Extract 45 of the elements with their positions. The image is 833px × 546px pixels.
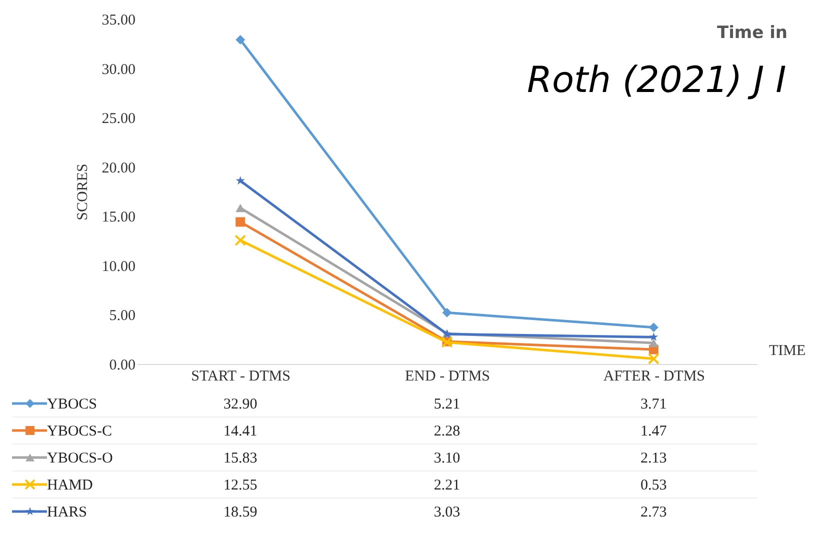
y-tick-label: 5.00 [109, 308, 136, 324]
data-label: 2.21 [434, 478, 460, 494]
data-label: 2.73 [640, 504, 667, 520]
x-tick-label: AFTER - DTMS [603, 368, 706, 384]
point [236, 34, 246, 44]
data-label: 3.03 [434, 504, 460, 520]
data-label: 18.59 [223, 504, 258, 520]
point [236, 217, 246, 227]
data-label: 14.41 [223, 424, 258, 440]
data-label: 0.53 [640, 478, 667, 494]
y-tick-label: 30.00 [102, 62, 136, 78]
y-tick-label: 10.00 [102, 258, 136, 275]
point [236, 176, 245, 185]
y-tick-label: 35.00 [102, 12, 136, 28]
data-label: 3.71 [640, 396, 667, 412]
legend-label: YBOCS-C [47, 424, 112, 440]
data-label: 15.83 [223, 450, 258, 466]
y-tick-label: 0.00 [109, 358, 136, 374]
point [442, 308, 452, 318]
legend-label: YBOCS [47, 396, 98, 412]
annotation: Roth (2021) J I [527, 60, 786, 101]
y-axis-title: SCORES [74, 164, 91, 220]
point [648, 322, 658, 332]
point [234, 234, 246, 246]
legend-label: HARS [47, 504, 88, 520]
y-tick-label: 15.00 [102, 210, 136, 226]
y-tick-label: 25.00 [102, 111, 136, 128]
data-label: 1.47 [640, 424, 668, 440]
x-tick-label: END - DTMS [405, 368, 490, 384]
y-tick-label: 20.00 [102, 160, 136, 176]
data-label: 3.10 [434, 450, 460, 466]
point [649, 332, 658, 341]
data-label: 2.13 [640, 450, 667, 466]
x-tick-label: START - DTMS [191, 368, 290, 384]
legend-label: YBOCS-O [47, 450, 114, 466]
legend-label: HAMD [47, 478, 93, 494]
annotation: Time in [717, 23, 788, 43]
data-label: 32.90 [223, 396, 258, 412]
point [236, 204, 246, 212]
point [648, 353, 660, 365]
x-axis-title: TIME [769, 343, 806, 359]
data-label: 2.28 [434, 424, 460, 440]
point [648, 338, 658, 348]
data-label: 12.55 [223, 478, 258, 494]
data-label: 5.21 [434, 396, 460, 412]
